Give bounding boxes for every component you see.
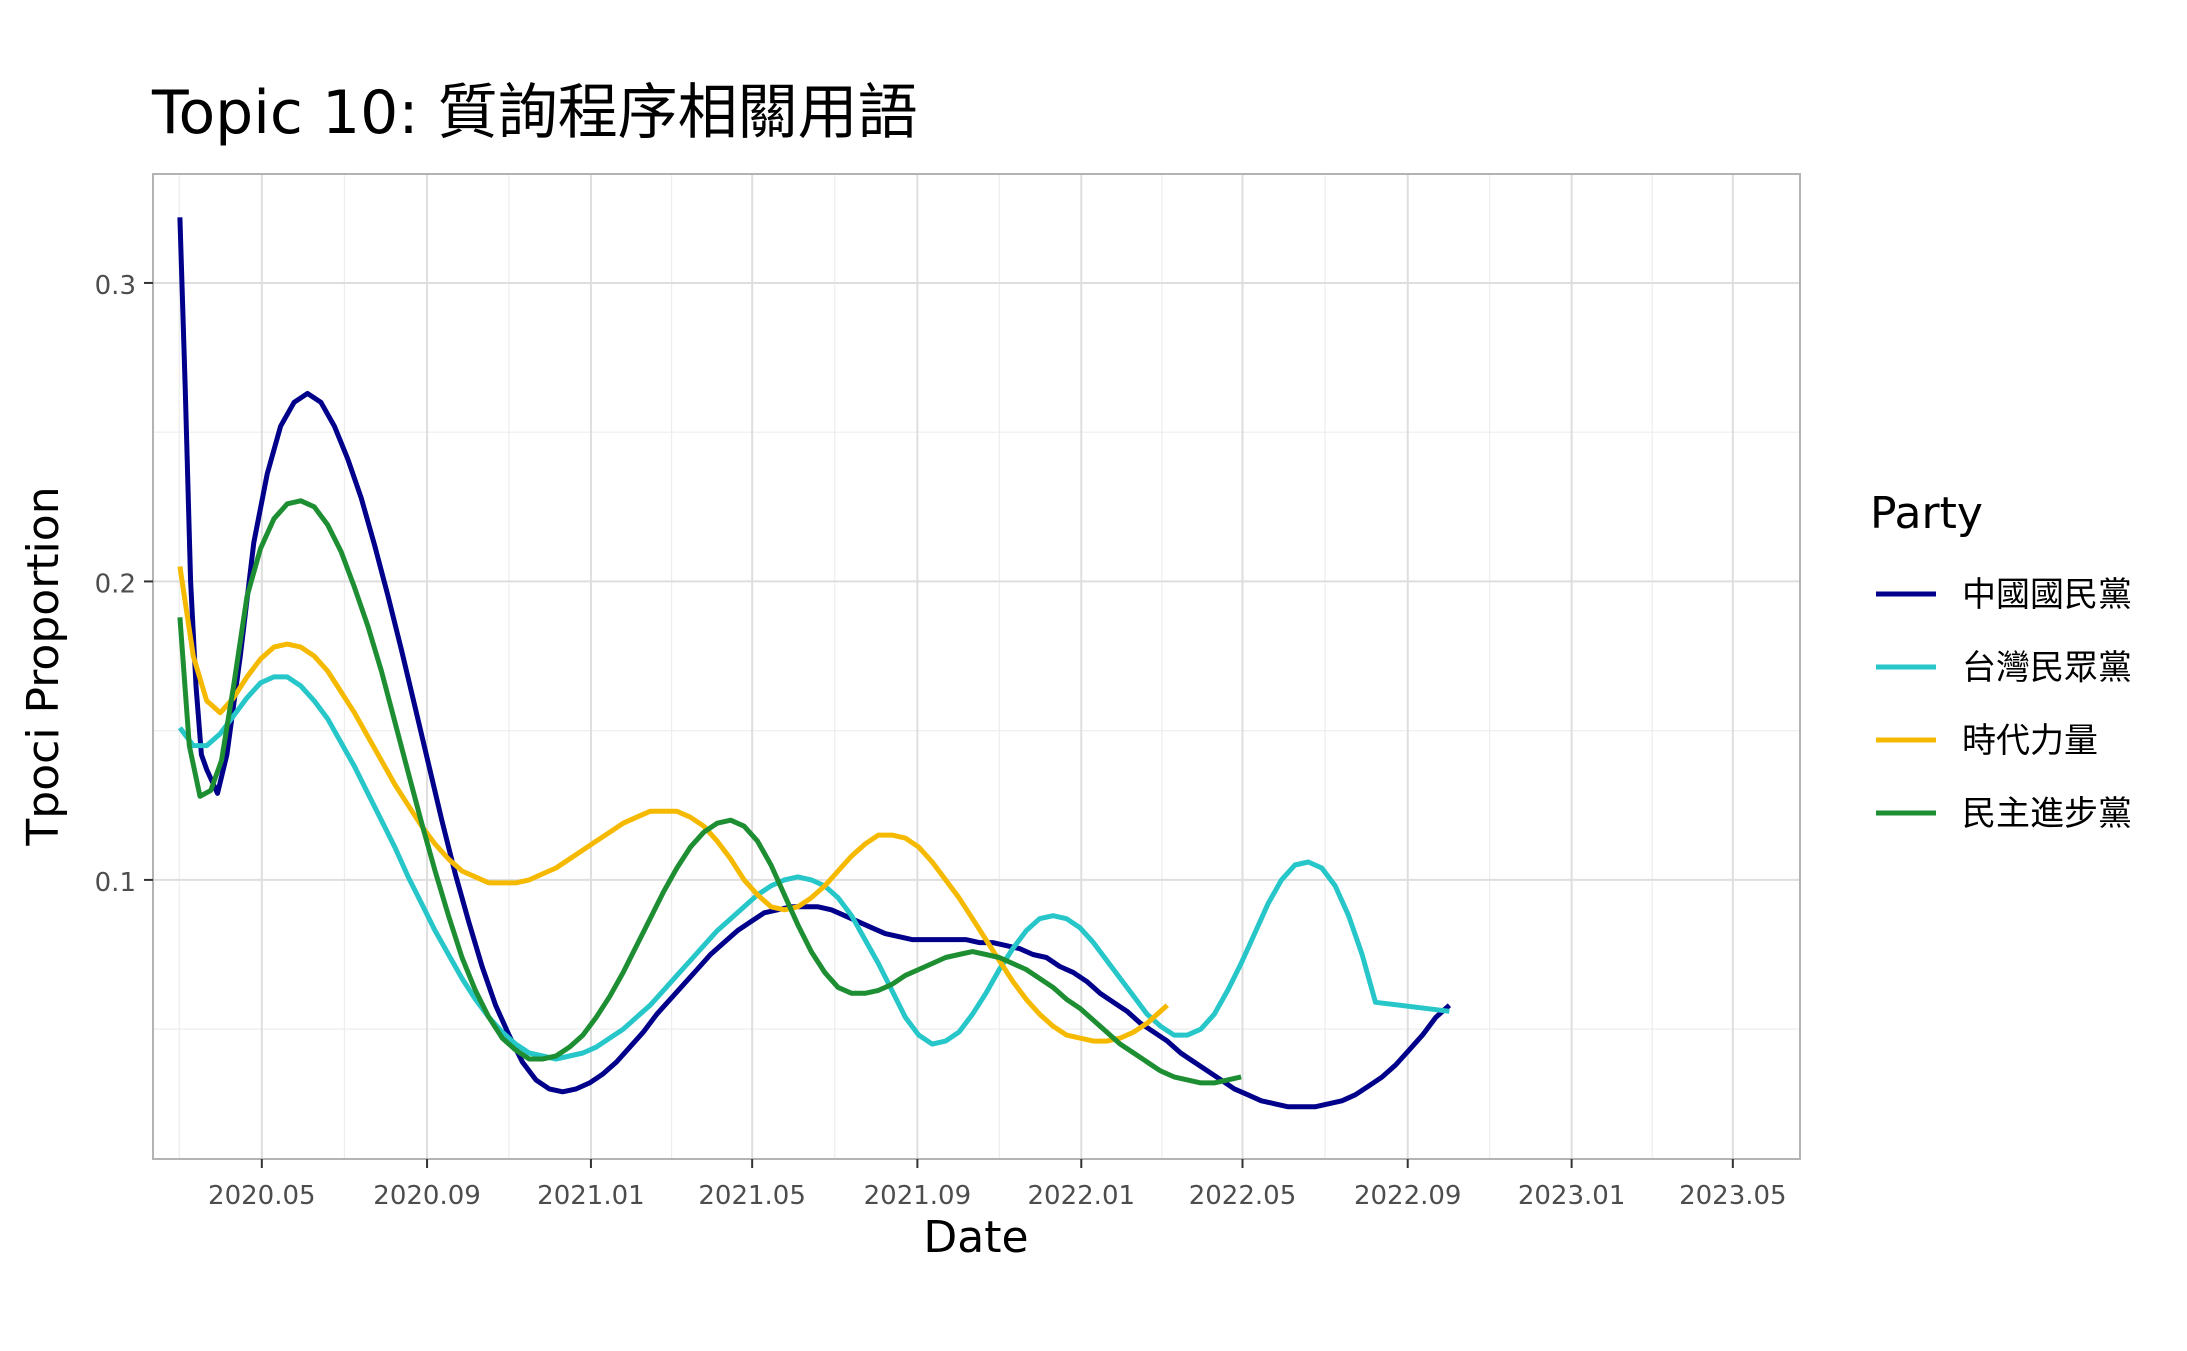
legend-item: 中國國民黨	[1876, 575, 2132, 615]
x-tick-label: 2020.05	[208, 1181, 316, 1211]
series-layer	[177, 217, 1452, 1110]
x-tick-label: 2022.01	[1028, 1181, 1136, 1211]
panel-border	[152, 173, 1801, 1160]
x-axis-title: Date	[923, 1212, 1028, 1263]
x-tick-label: 2023.01	[1518, 1181, 1626, 1211]
legend-item: 時代力量	[1876, 721, 2098, 761]
legend-label: 時代力量	[1962, 721, 2098, 761]
y-axis: 0.1 0.2 0.3	[95, 271, 153, 898]
x-tick-label: 2021.05	[698, 1181, 806, 1211]
legend-label: 民主進步黨	[1962, 794, 2132, 834]
legend-label: 中國國民黨	[1962, 575, 2132, 615]
y-tick-label: 0.1	[95, 868, 136, 898]
y-axis-title: Tpoci Proportion	[18, 486, 69, 846]
legend-label: 台灣民眾黨	[1962, 648, 2132, 688]
x-tick-label: 2022.05	[1189, 1181, 1297, 1211]
x-tick-label: 2021.09	[864, 1181, 972, 1211]
legend-title: Party	[1870, 488, 1983, 539]
legend-item: 民主進步黨	[1876, 794, 2132, 834]
x-tick-label: 2023.05	[1679, 1181, 1787, 1211]
x-tick-label: 2022.09	[1354, 1181, 1462, 1211]
series-line-2	[177, 674, 1450, 1062]
y-tick-label: 0.2	[95, 569, 136, 599]
x-tick-label: 2021.01	[537, 1181, 645, 1211]
series-line-4	[177, 498, 1242, 1086]
major-gridlines	[153, 174, 1800, 1159]
series-line-1	[177, 217, 1452, 1110]
x-axis: 2020.05 2020.09 2021.01 2021.05 2021.09 2022.…	[208, 1159, 1787, 1211]
legend-item: 台灣民眾黨	[1876, 648, 2132, 688]
x-tick-label: 2020.09	[373, 1181, 481, 1211]
y-tick-label: 0.3	[95, 271, 136, 301]
chart-title: Topic 10: 質詢程序相關用語	[151, 78, 918, 148]
series-line-3	[177, 566, 1169, 1044]
